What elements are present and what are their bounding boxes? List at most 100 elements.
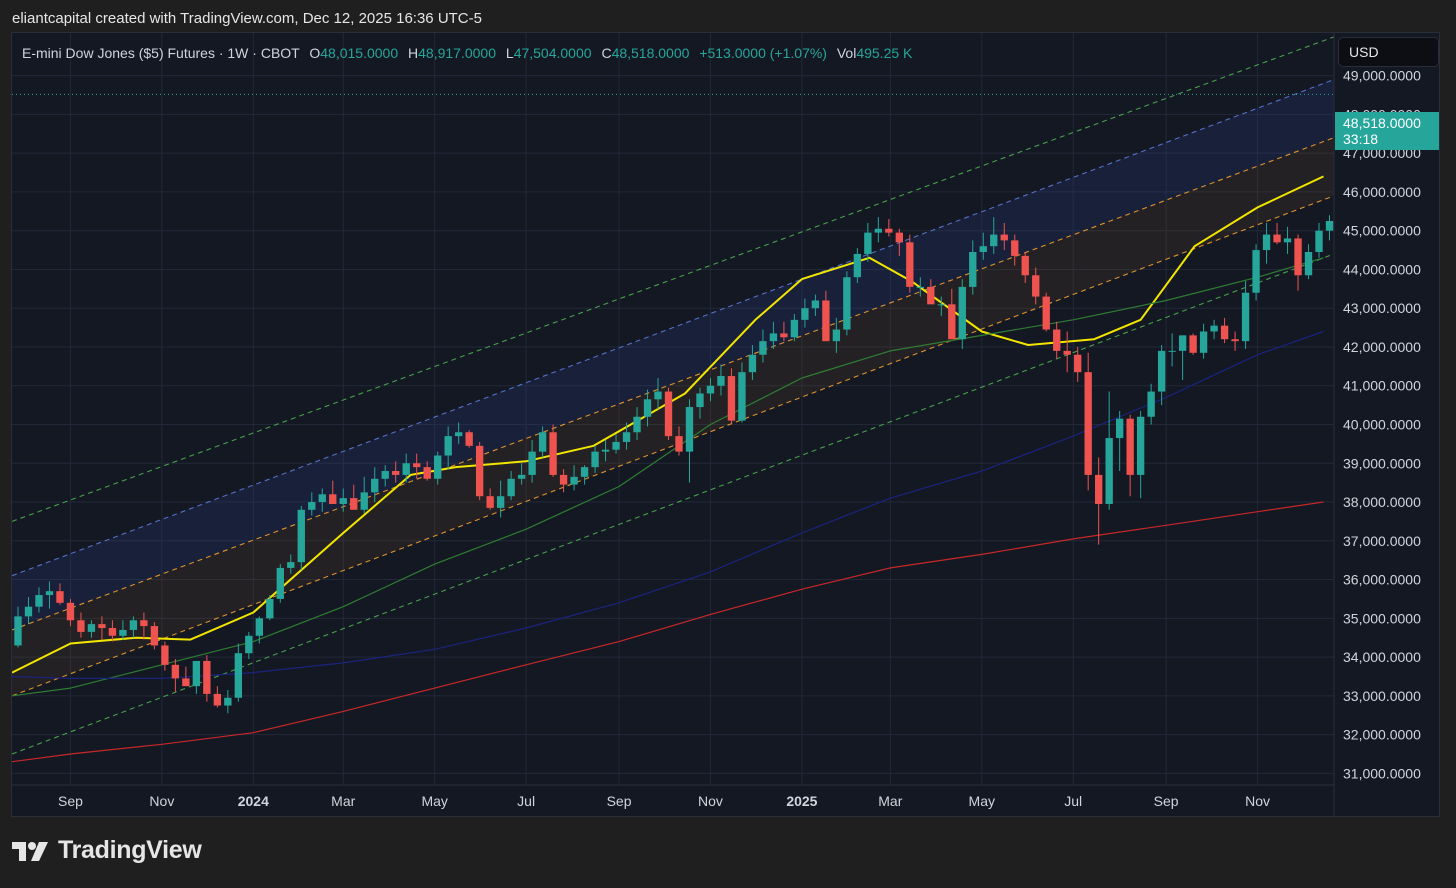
candle xyxy=(297,505,305,570)
candle-body xyxy=(1294,238,1302,276)
candle-body xyxy=(98,624,106,629)
candle-body xyxy=(434,455,442,479)
candle xyxy=(14,606,22,648)
y-tick-label: 32,000.0000 xyxy=(1343,727,1421,743)
candle-body xyxy=(444,436,452,456)
candle-body xyxy=(664,391,673,437)
chart-panel[interactable]: 31,000.0000 32,000.0000 33,000.0000 34,000.… xyxy=(11,32,1440,817)
candle xyxy=(1283,226,1292,254)
y-tick-label: 35,000.0000 xyxy=(1343,610,1421,626)
candle-body xyxy=(287,562,295,568)
candle xyxy=(66,598,75,627)
last-price-value: 48,518.0000 xyxy=(1343,115,1421,131)
candle xyxy=(350,484,358,510)
currency-button[interactable]: USD xyxy=(1338,37,1439,67)
candle xyxy=(769,321,778,349)
candle xyxy=(1178,335,1187,380)
candle xyxy=(654,377,662,409)
candle xyxy=(528,440,536,483)
candle xyxy=(56,583,64,605)
candle xyxy=(601,440,610,462)
x-tick-label: Jul xyxy=(517,793,535,809)
candle-body xyxy=(234,653,243,698)
candle-body xyxy=(360,492,368,510)
candle xyxy=(853,248,862,284)
candle xyxy=(1021,252,1029,284)
candle xyxy=(927,279,935,305)
candle-body xyxy=(843,277,851,330)
candle-body xyxy=(1262,234,1271,251)
candle xyxy=(413,453,421,479)
candle-body xyxy=(717,376,725,386)
candle-body xyxy=(1252,250,1260,293)
candle xyxy=(150,622,159,650)
candle-body xyxy=(927,286,935,305)
price-axis-background xyxy=(1335,33,1439,816)
candle xyxy=(822,290,830,342)
candle xyxy=(24,597,33,625)
candle xyxy=(570,465,578,491)
candle xyxy=(108,620,117,642)
candle-body xyxy=(1210,325,1218,332)
candle-body xyxy=(1042,296,1050,330)
candle xyxy=(1126,414,1134,497)
candle-body xyxy=(570,476,578,485)
y-tick-label: 40,000.0000 xyxy=(1343,417,1421,433)
candle xyxy=(1042,292,1050,332)
candle-body xyxy=(675,436,683,452)
candle xyxy=(580,465,589,485)
candle xyxy=(790,314,799,342)
candle xyxy=(1304,244,1313,280)
candle-body xyxy=(77,620,85,632)
candle-body xyxy=(339,498,347,504)
y-tick-label: 36,000.0000 xyxy=(1343,572,1421,588)
candle-body xyxy=(192,660,201,687)
candle xyxy=(287,554,295,574)
channel-fill xyxy=(12,137,1334,696)
candle xyxy=(559,469,568,493)
candle-body xyxy=(706,385,715,394)
candle xyxy=(1063,331,1071,373)
candle-body xyxy=(35,595,43,607)
x-tick-label: 2025 xyxy=(786,793,817,809)
candle xyxy=(1241,281,1250,349)
x-tick-label: May xyxy=(421,793,447,809)
x-tick-label: Sep xyxy=(58,793,83,809)
candle-body xyxy=(108,628,117,636)
candle-body xyxy=(654,391,662,400)
candle xyxy=(318,488,326,512)
symbol-name[interactable]: E-mini Dow Jones ($5) Futures · 1W · CBO… xyxy=(22,45,300,61)
candle xyxy=(507,471,515,501)
candle xyxy=(329,480,337,504)
channel-line xyxy=(12,253,1335,755)
candle xyxy=(759,329,767,363)
channel-line xyxy=(12,195,1335,697)
candle xyxy=(937,296,945,316)
brand-name: TradingView xyxy=(58,836,202,864)
candle-body xyxy=(1084,372,1092,475)
candle xyxy=(224,690,232,714)
candle xyxy=(1074,346,1082,382)
candle-body xyxy=(413,463,421,468)
candle xyxy=(1053,321,1061,359)
candle xyxy=(381,465,389,487)
candle-body xyxy=(822,300,830,342)
candle-body xyxy=(245,635,253,654)
candle-body xyxy=(990,234,998,247)
candle xyxy=(675,426,683,456)
candle-body xyxy=(759,341,767,355)
candle-body xyxy=(381,471,389,479)
candle-body xyxy=(171,664,180,679)
high-label: H xyxy=(408,45,419,61)
candle xyxy=(696,387,704,419)
candle-body xyxy=(1053,329,1061,351)
candle-body xyxy=(969,252,977,287)
candle xyxy=(339,488,347,512)
candle xyxy=(360,476,368,514)
candle-body xyxy=(161,645,169,665)
price-chart[interactable]: 31,000.0000 32,000.0000 33,000.0000 34,000.… xyxy=(12,33,1440,817)
candle xyxy=(465,430,473,448)
candle xyxy=(1262,222,1271,264)
candle-body xyxy=(475,445,484,497)
candle xyxy=(801,298,809,328)
